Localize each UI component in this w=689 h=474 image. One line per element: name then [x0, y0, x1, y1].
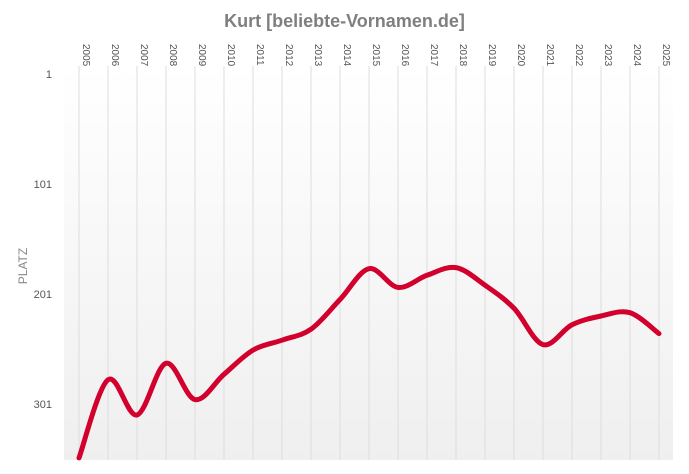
series-line: [76, 264, 662, 461]
x-tick-label: 2019: [486, 44, 497, 67]
x-tick-label: 2009: [196, 44, 207, 67]
x-tick-label: 2021: [544, 44, 555, 67]
x-tick-label: 2018: [457, 44, 468, 67]
x-tick-label: 2015: [370, 44, 381, 67]
y-axis-ticks: 1 101 201 301: [34, 69, 52, 411]
x-tick-label: 2012: [283, 44, 294, 67]
x-tick-label: 2013: [312, 44, 323, 67]
x-tick-label: 2016: [399, 44, 410, 67]
x-tick-label: 2011: [254, 44, 265, 66]
x-tick-label: 2022: [573, 44, 584, 67]
y-tick-label: 101: [34, 179, 52, 191]
x-axis-ticks: 2005 2006 2007 2008 2009 2010 2011 2012 2013 2014…: [80, 44, 671, 67]
y-tick-label: 1: [46, 69, 52, 81]
x-tick-label: 2017: [428, 44, 439, 67]
x-tick-label: 2006: [109, 44, 120, 67]
y-tick-label: 301: [34, 399, 52, 411]
grid-lines: [78, 66, 660, 460]
y-tick-label: 201: [34, 289, 52, 301]
x-tick-label: 2023: [602, 44, 613, 67]
x-tick-label: 2025: [660, 44, 671, 67]
x-tick-label: 2008: [167, 44, 178, 67]
chart-title: Kurt [beliebte-Vornamen.de]: [224, 11, 465, 31]
x-tick-label: 2010: [225, 44, 236, 67]
y-axis-label: PLATZ: [16, 248, 30, 284]
x-tick-label: 2014: [341, 44, 352, 67]
x-tick-label: 2007: [138, 44, 149, 67]
x-tick-label: 2005: [80, 44, 91, 67]
x-tick-label: 2020: [515, 44, 526, 67]
x-tick-label: 2024: [631, 44, 642, 67]
